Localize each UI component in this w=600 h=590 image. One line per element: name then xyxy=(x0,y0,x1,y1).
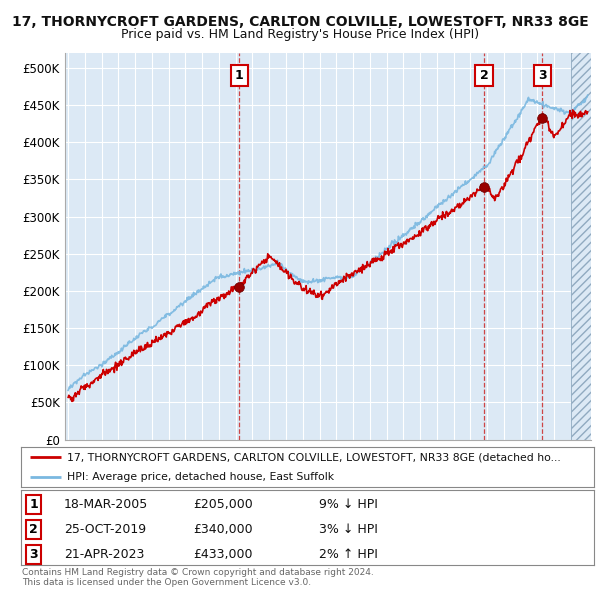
Text: 1: 1 xyxy=(235,69,244,82)
Text: 9% ↓ HPI: 9% ↓ HPI xyxy=(319,499,378,512)
Text: 3% ↓ HPI: 3% ↓ HPI xyxy=(319,523,378,536)
Text: 2% ↑ HPI: 2% ↑ HPI xyxy=(319,548,378,561)
Text: Contains HM Land Registry data © Crown copyright and database right 2024.
This d: Contains HM Land Registry data © Crown c… xyxy=(22,568,374,587)
Text: £433,000: £433,000 xyxy=(193,548,253,561)
Text: 18-MAR-2005: 18-MAR-2005 xyxy=(64,499,148,512)
Text: 3: 3 xyxy=(538,69,547,82)
Text: 17, THORNYCROFT GARDENS, CARLTON COLVILLE, LOWESTOFT, NR33 8GE (detached ho...: 17, THORNYCROFT GARDENS, CARLTON COLVILL… xyxy=(67,453,560,463)
Text: £340,000: £340,000 xyxy=(193,523,253,536)
Text: 17, THORNYCROFT GARDENS, CARLTON COLVILLE, LOWESTOFT, NR33 8GE: 17, THORNYCROFT GARDENS, CARLTON COLVILL… xyxy=(11,15,589,29)
Bar xyxy=(571,53,596,440)
Text: HPI: Average price, detached house, East Suffolk: HPI: Average price, detached house, East… xyxy=(67,472,334,481)
Text: £205,000: £205,000 xyxy=(193,499,253,512)
Text: 3: 3 xyxy=(29,548,38,561)
Text: 2: 2 xyxy=(479,69,488,82)
Text: 21-APR-2023: 21-APR-2023 xyxy=(64,548,145,561)
Text: 2: 2 xyxy=(29,523,38,536)
Text: Price paid vs. HM Land Registry's House Price Index (HPI): Price paid vs. HM Land Registry's House … xyxy=(121,28,479,41)
Text: 1: 1 xyxy=(29,499,38,512)
Text: 25-OCT-2019: 25-OCT-2019 xyxy=(64,523,146,536)
